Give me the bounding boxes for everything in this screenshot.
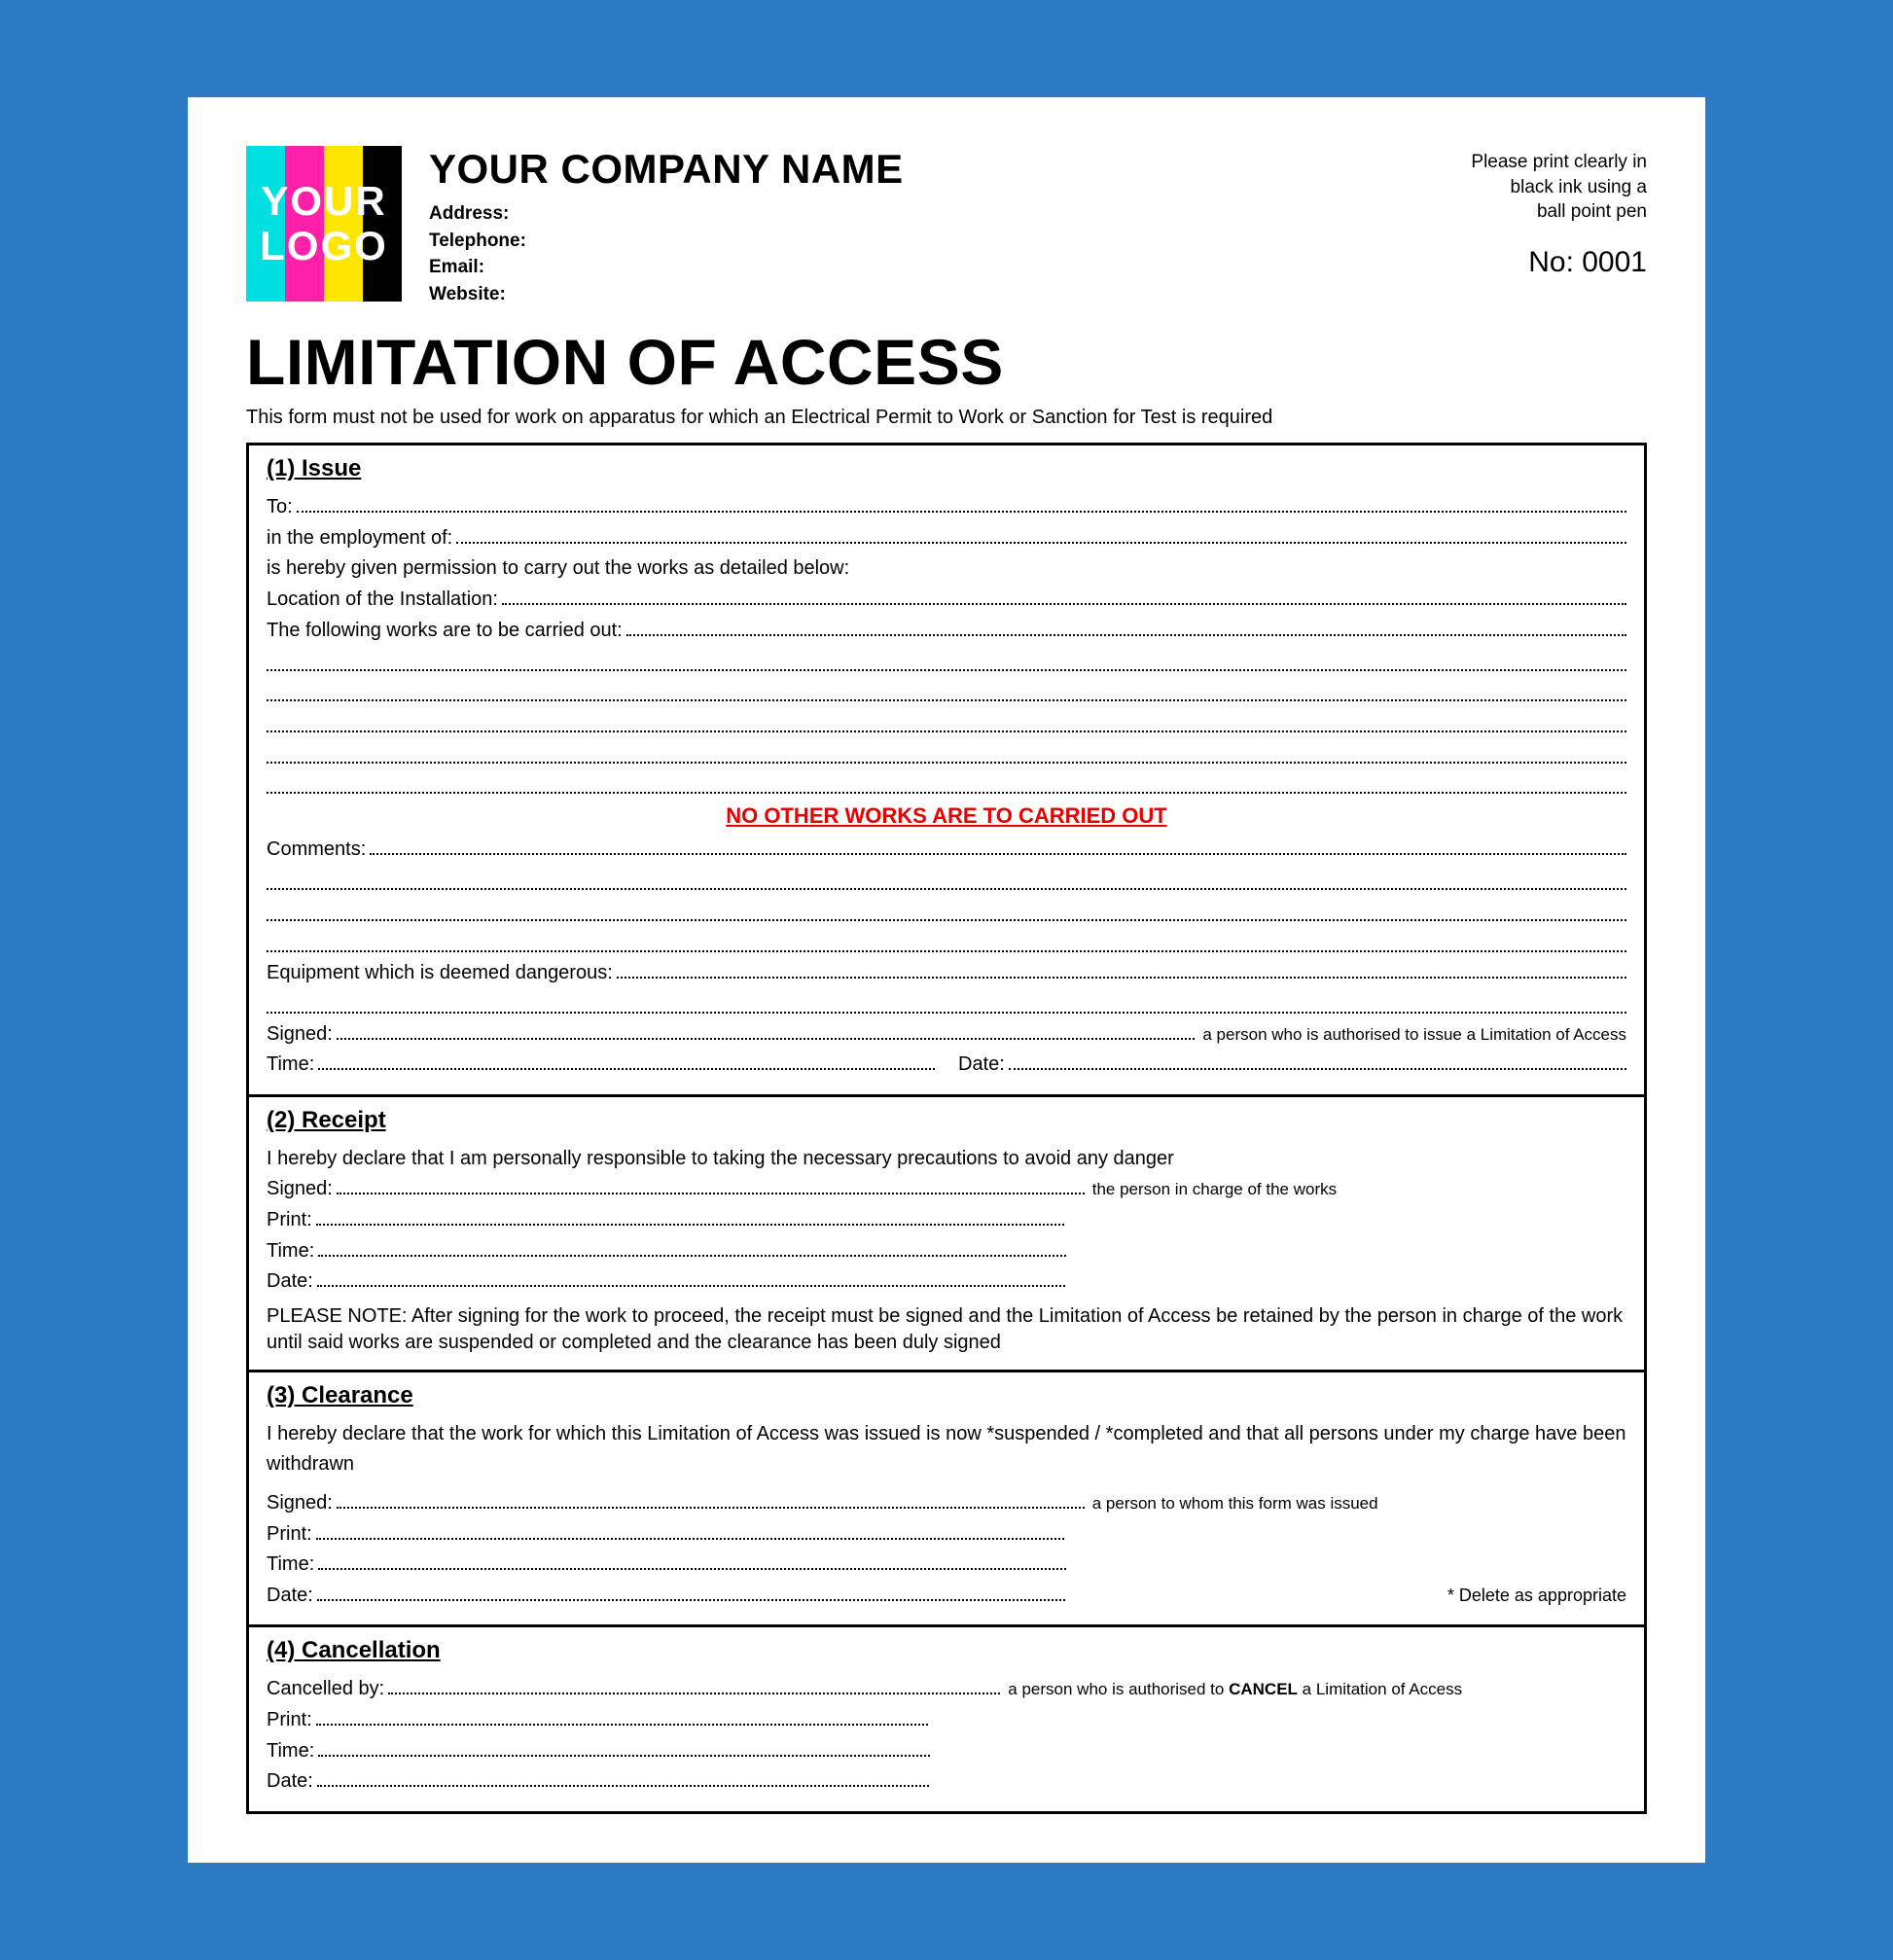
blank-line[interactable] xyxy=(267,866,1626,897)
blank-line[interactable] xyxy=(267,769,1626,801)
field-date-clearance[interactable]: Date: * Delete as appropriate xyxy=(267,1581,1626,1612)
field-signed-clearance[interactable]: Signed: a person to whom this form was i… xyxy=(267,1488,1626,1519)
section-clearance: (3) Clearance I hereby declare that the … xyxy=(246,1372,1647,1628)
number-value: 0001 xyxy=(1582,246,1647,278)
meta-telephone: Telephone: xyxy=(429,228,1355,255)
field-location[interactable]: Location of the Installation: xyxy=(267,585,1626,616)
meta-email: Email: xyxy=(429,254,1355,281)
clearance-declare: I hereby declare that the work for which… xyxy=(267,1419,1626,1480)
section-issue: (1) Issue To: in the employment of: is h… xyxy=(246,443,1647,1097)
field-date-cancel[interactable]: Date: xyxy=(267,1766,1626,1798)
header-row: YOUR LOGO YOUR COMPANY NAME Address: Tel… xyxy=(246,146,1647,307)
comments-blank-lines[interactable] xyxy=(267,866,1626,958)
warning-text: NO OTHER WORKS ARE TO CARRIED OUT xyxy=(267,803,1626,829)
receipt-declare: I hereby declare that I am personally re… xyxy=(267,1144,1626,1175)
logo-text: YOUR LOGO xyxy=(246,146,402,302)
print-note-l1: Please print clearly in xyxy=(1355,150,1647,175)
field-print-cancel[interactable]: Print: xyxy=(267,1705,1626,1736)
blank-line[interactable] xyxy=(267,988,1626,1019)
header-company-block: YOUR COMPANY NAME Address: Telephone: Em… xyxy=(402,146,1355,307)
field-employment[interactable]: in the employment of: xyxy=(267,523,1626,554)
field-date-issue[interactable]: Date: xyxy=(958,1050,1626,1081)
field-time-clearance[interactable]: Time: xyxy=(267,1550,1626,1581)
field-works[interactable]: The following works are to be carried ou… xyxy=(267,616,1626,647)
section-cancellation: (4) Cancellation Cancelled by: a person … xyxy=(246,1627,1647,1813)
field-print-receipt[interactable]: Print: xyxy=(267,1205,1626,1236)
field-print-clearance[interactable]: Print: xyxy=(267,1519,1626,1550)
company-name: YOUR COMPANY NAME xyxy=(429,146,1355,193)
receipt-note: PLEASE NOTE: After signing for the work … xyxy=(267,1303,1626,1356)
company-meta: Address: Telephone: Email: Website: xyxy=(429,200,1355,307)
blank-line[interactable] xyxy=(267,646,1626,677)
field-to[interactable]: To: xyxy=(267,492,1626,523)
signed-clearance-trail: a person to whom this form was issued xyxy=(1092,1491,1378,1517)
delete-note: * Delete as appropriate xyxy=(1447,1582,1626,1609)
logo-line1: YOUR xyxy=(261,179,386,224)
section-receipt-heading: (2) Receipt xyxy=(267,1107,1626,1134)
page-title: LIMITATION OF ACCESS xyxy=(246,325,1647,399)
print-note-l2: black ink using a xyxy=(1355,175,1647,200)
form-number: No: 0001 xyxy=(1355,246,1647,279)
permission-text: is hereby given permission to carry out … xyxy=(267,553,1626,585)
page-subtitle: This form must not be used for work on a… xyxy=(246,407,1647,429)
field-signed-receipt[interactable]: Signed: the person in charge of the work… xyxy=(267,1174,1626,1205)
field-date-receipt[interactable]: Date: xyxy=(267,1266,1626,1298)
form-page: YOUR LOGO YOUR COMPANY NAME Address: Tel… xyxy=(188,97,1705,1863)
section-receipt: (2) Receipt I hereby declare that I am p… xyxy=(246,1097,1647,1372)
section-issue-heading: (1) Issue xyxy=(267,455,1626,482)
number-label: No: xyxy=(1528,246,1574,278)
blank-line[interactable] xyxy=(267,677,1626,708)
field-time-receipt[interactable]: Time: xyxy=(267,1236,1626,1267)
section-cancellation-heading: (4) Cancellation xyxy=(267,1637,1626,1664)
works-blank-lines[interactable] xyxy=(267,646,1626,800)
field-time-cancel[interactable]: Time: xyxy=(267,1736,1626,1767)
field-comments[interactable]: Comments: xyxy=(267,835,1626,866)
section-clearance-heading: (3) Clearance xyxy=(267,1382,1626,1409)
blank-line[interactable] xyxy=(267,896,1626,927)
blank-line[interactable] xyxy=(267,738,1626,769)
field-time-issue[interactable]: Time: xyxy=(267,1050,935,1081)
cancel-trail: a person who is authorised to CANCEL a L… xyxy=(1008,1677,1462,1703)
meta-website: Website: xyxy=(429,281,1355,308)
logo-line2: LOGO xyxy=(260,224,388,268)
signed-issue-trail: a person who is authorised to issue a Li… xyxy=(1202,1022,1626,1049)
meta-address: Address: xyxy=(429,200,1355,228)
blank-line[interactable] xyxy=(267,927,1626,958)
print-note: Please print clearly in black ink using … xyxy=(1355,150,1647,225)
blank-line[interactable] xyxy=(267,707,1626,738)
logo-placeholder: YOUR LOGO xyxy=(246,146,402,302)
field-signed-issue[interactable]: Signed: a person who is authorised to is… xyxy=(267,1019,1626,1051)
print-note-l3: ball point pen xyxy=(1355,199,1647,225)
signed-receipt-trail: the person in charge of the works xyxy=(1092,1177,1337,1203)
field-equipment[interactable]: Equipment which is deemed dangerous: xyxy=(267,958,1626,989)
equipment-blank-lines[interactable] xyxy=(267,988,1626,1019)
field-cancelled-by[interactable]: Cancelled by: a person who is authorised… xyxy=(267,1674,1626,1705)
time-date-row-issue: Time: Date: xyxy=(267,1050,1626,1081)
header-right: Please print clearly in black ink using … xyxy=(1355,146,1647,279)
